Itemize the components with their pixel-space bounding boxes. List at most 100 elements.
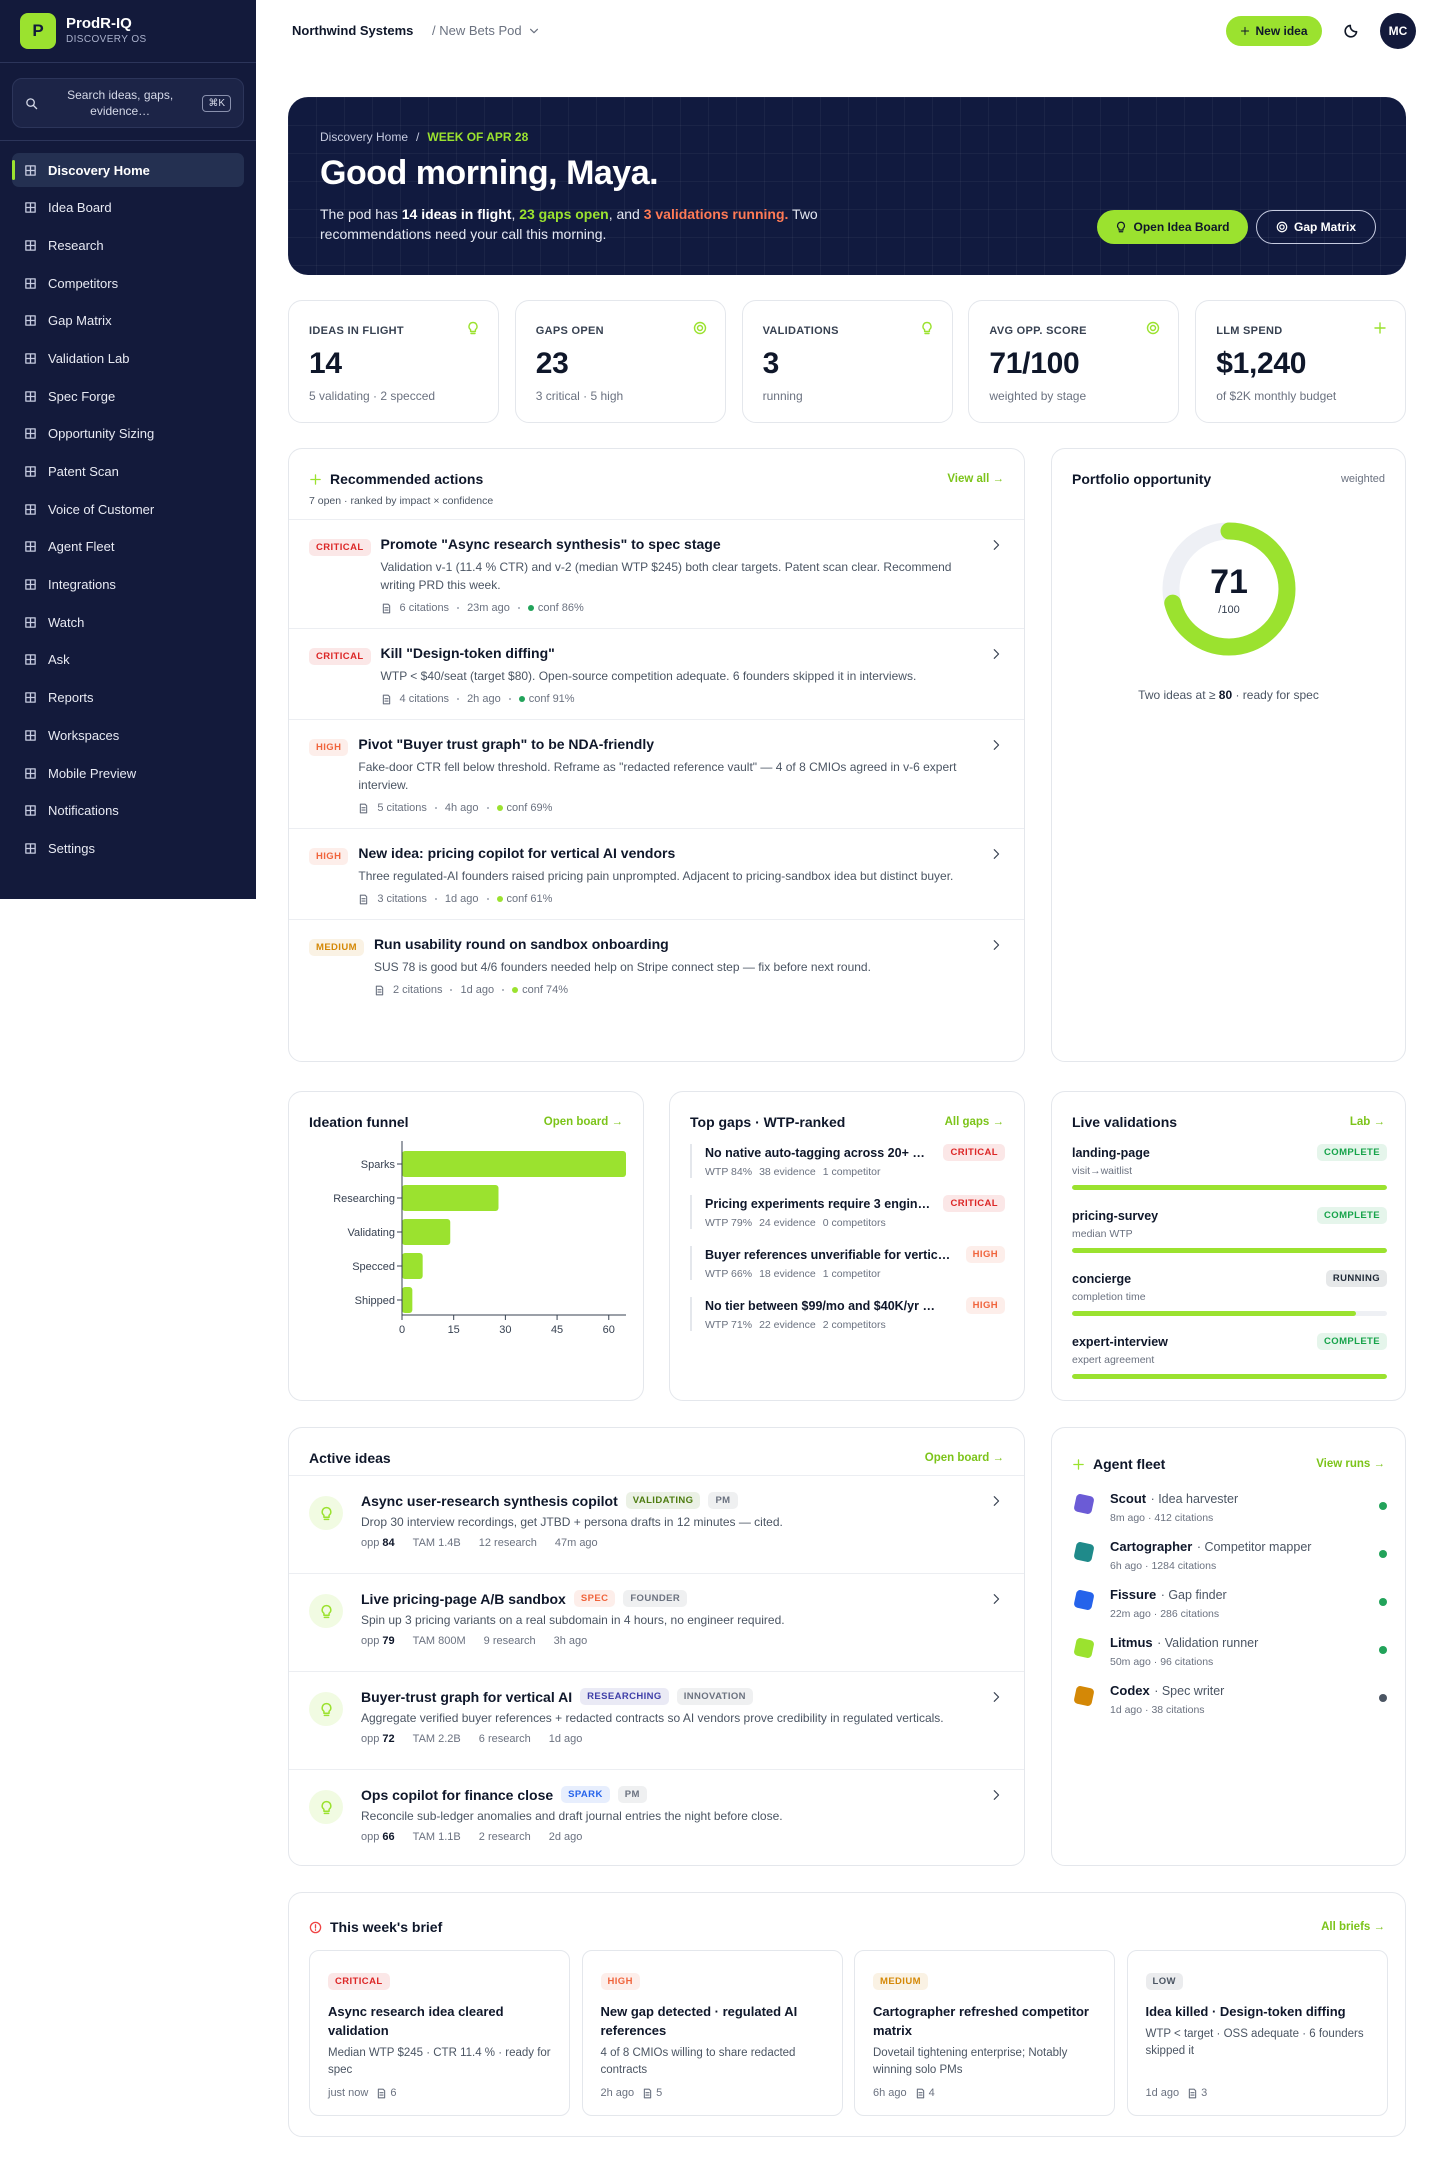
idea-item[interactable]: Ops copilot for finance close SPARK PM Reco…	[289, 1769, 1024, 1867]
nav-item[interactable]: Gap Matrix	[12, 304, 244, 338]
icon-path	[1117, 221, 1126, 233]
nav-item[interactable]: Idea Board	[12, 191, 244, 225]
hero-button[interactable]: Open Idea Board	[1097, 210, 1248, 244]
icon-path	[25, 730, 36, 741]
agent-item[interactable]: Scout · Idea harvester 8m ago · 412 citat…	[1072, 1490, 1387, 1524]
nav-item[interactable]: Competitors	[12, 266, 244, 300]
nav-item[interactable]: Mobile Preview	[12, 756, 244, 790]
agent-icon	[1074, 1494, 1094, 1514]
tam: TAM 1.1B	[412, 1831, 461, 1843]
action-item[interactable]: CRITICAL Kill "Design-token diffing" WTP <…	[289, 628, 1024, 719]
action-body: Kill "Design-token diffing" WTP < $40/sea…	[381, 645, 917, 705]
action-item[interactable]: MEDIUM Run usability round on sandbox onb…	[289, 919, 1024, 1010]
action-item[interactable]: HIGH New idea: pricing copilot for vertic…	[289, 828, 1024, 919]
action-text: Validation v-1 (11.4 % CTR) and v-2 (med…	[380, 560, 952, 592]
validation-metric: visit→waitlist	[1072, 1165, 1133, 1177]
crumb-link[interactable]: Discovery Home	[320, 130, 409, 144]
nav-item[interactable]: Agent Fleet	[12, 530, 244, 564]
validation-item[interactable]: expert-interview COMPLETE expert agreement	[1072, 1333, 1387, 1379]
kpi-label: IDEAS IN FLIGHT	[309, 325, 404, 337]
brief-card[interactable]: CRITICAL Async research idea cleared vali…	[309, 1950, 570, 2116]
card-link[interactable]: View all →	[947, 473, 1004, 485]
nav-label: Agent Fleet	[48, 539, 115, 555]
brief-card[interactable]: HIGH New gap detected · regulated AI refe…	[581, 1950, 843, 2116]
card-title: Portfolio opportunity	[1072, 471, 1212, 487]
brief-card[interactable]: LOW Idea killed · Design-token diffing WTP…	[1126, 1950, 1388, 2116]
gauge-scale: /100	[1218, 604, 1239, 616]
idea-row: Live pricing-page A/B sandbox SPEC FOUNDER	[361, 1590, 978, 1607]
agent-fleet: Agent fleet View runs → Scout · Idea harve…	[1051, 1427, 1406, 1866]
idea-text: Spin up 3 pricing variants on a real sub…	[361, 1613, 785, 1627]
icon-path	[1344, 24, 1358, 38]
agent-item[interactable]: Codex · Spec writer 1d ago · 38 citations	[1072, 1682, 1387, 1716]
agent-body: Codex · Spec writer 1d ago · 38 citations	[1110, 1682, 1224, 1716]
validation-item[interactable]: pricing-survey COMPLETE median WTP	[1072, 1207, 1387, 1253]
card-link[interactable]: Lab →	[1349, 1116, 1385, 1128]
action-item[interactable]: CRITICAL Promote "Async research synthesi…	[289, 519, 1024, 628]
idea-item[interactable]: Async user-research synthesis copilot VAL…	[289, 1475, 1024, 1573]
nav-item[interactable]: Workspaces	[12, 718, 244, 752]
search-box[interactable]: Search ideas, gaps, evidence… ⌘K	[12, 78, 244, 128]
title-text: Ideation funnel	[309, 1114, 409, 1130]
divider	[0, 140, 256, 141]
new-idea-button[interactable]: New idea	[1226, 16, 1322, 46]
icon-path	[378, 2088, 386, 2098]
search-placeholder: Search ideas, gaps, evidence…	[67, 88, 174, 118]
gap-item[interactable]: No native auto-tagging across 20+ … CRITI…	[690, 1144, 1005, 1178]
validation-row: concierge RUNNING	[1072, 1270, 1387, 1287]
card-link[interactable]: Open board →	[543, 1116, 623, 1128]
bar	[402, 1253, 423, 1279]
gap-item[interactable]: Buyer references unverifiable for vertic…	[690, 1246, 1005, 1280]
nav-item[interactable]: Integrations	[12, 568, 244, 602]
idea-item[interactable]: Live pricing-page A/B sandbox SPEC FOUNDER…	[289, 1573, 1024, 1671]
icon-path	[25, 202, 36, 213]
card-link[interactable]: View runs →	[1316, 1458, 1385, 1470]
research: 12 research	[478, 1537, 537, 1549]
theme-toggle[interactable]	[1344, 22, 1360, 43]
pod-name[interactable]: / New Bets Pod	[432, 23, 540, 38]
nav-item[interactable]: Reports	[12, 681, 244, 715]
validation-item[interactable]: concierge RUNNING completion time	[1072, 1270, 1387, 1316]
gap-item[interactable]: No tier between $99/mo and $40K/yr … HIGH…	[690, 1297, 1005, 1331]
bar	[402, 1287, 413, 1313]
time: 1d ago	[444, 893, 479, 905]
nav-item[interactable]: Watch	[12, 605, 244, 639]
card-link[interactable]: All gaps →	[944, 1116, 1004, 1128]
nav-item[interactable]: Notifications	[12, 794, 244, 828]
card-link[interactable]: All briefs →	[1321, 1921, 1385, 1933]
validation-item[interactable]: landing-page COMPLETE visit→waitlist	[1072, 1144, 1387, 1190]
tam: TAM 800M	[412, 1635, 466, 1647]
brief-card[interactable]: MEDIUM Cartographer refreshed competitor …	[854, 1950, 1115, 2116]
card-link[interactable]: Open board →	[924, 1452, 1004, 1464]
card-title: Ideation funnel	[309, 1114, 409, 1130]
nav-item[interactable]: Validation Lab	[12, 341, 244, 375]
idea-item[interactable]: Buyer-trust graph for vertical AI RESEARC…	[289, 1671, 1024, 1769]
nav-item[interactable]: Settings	[12, 831, 244, 865]
nav-item[interactable]: Patent Scan	[12, 455, 244, 489]
gap-title: Buyer references unverifiable for vertic…	[705, 1247, 951, 1262]
hero-button[interactable]: Gap Matrix	[1256, 210, 1376, 244]
citations: 3 citations	[377, 893, 427, 905]
nav-item[interactable]: Ask	[12, 643, 244, 677]
nav-item[interactable]: Opportunity Sizing	[12, 417, 244, 451]
nav-item[interactable]: Voice of Customer	[12, 492, 244, 526]
icon	[375, 985, 384, 995]
org-name[interactable]: Northwind Systems	[292, 23, 414, 38]
icon	[25, 843, 36, 854]
nav-item[interactable]: Research	[12, 228, 244, 262]
research: 2 research	[478, 1831, 531, 1843]
agent-item[interactable]: Cartographer · Competitor mapper 6h ago ·…	[1072, 1538, 1387, 1572]
gap-item[interactable]: Pricing experiments require 3 engin… CRIT…	[690, 1195, 1005, 1229]
y-tick-label: Validating	[348, 1227, 396, 1239]
tag-wrap: HIGH	[309, 845, 349, 905]
nav-item[interactable]: Spec Forge	[12, 379, 244, 413]
action-body: New idea: pricing copilot for vertical A…	[358, 845, 953, 905]
nav-item[interactable]: Discovery Home	[12, 153, 244, 187]
agent-item[interactable]: Fissure · Gap finder 22m ago · 286 citati…	[1072, 1586, 1387, 1620]
kpi-card: GAPS OPEN 23 3 critical · 5 high	[514, 300, 726, 423]
action-item[interactable]: HIGH Pivot "Buyer trust graph" to be NDA-…	[289, 719, 1024, 828]
agent-item[interactable]: Litmus · Validation runner 50m ago · 96 c…	[1072, 1634, 1387, 1668]
icon	[25, 616, 36, 628]
tag: HIGH	[965, 1297, 1005, 1314]
avatar[interactable]: MC	[1380, 13, 1416, 49]
